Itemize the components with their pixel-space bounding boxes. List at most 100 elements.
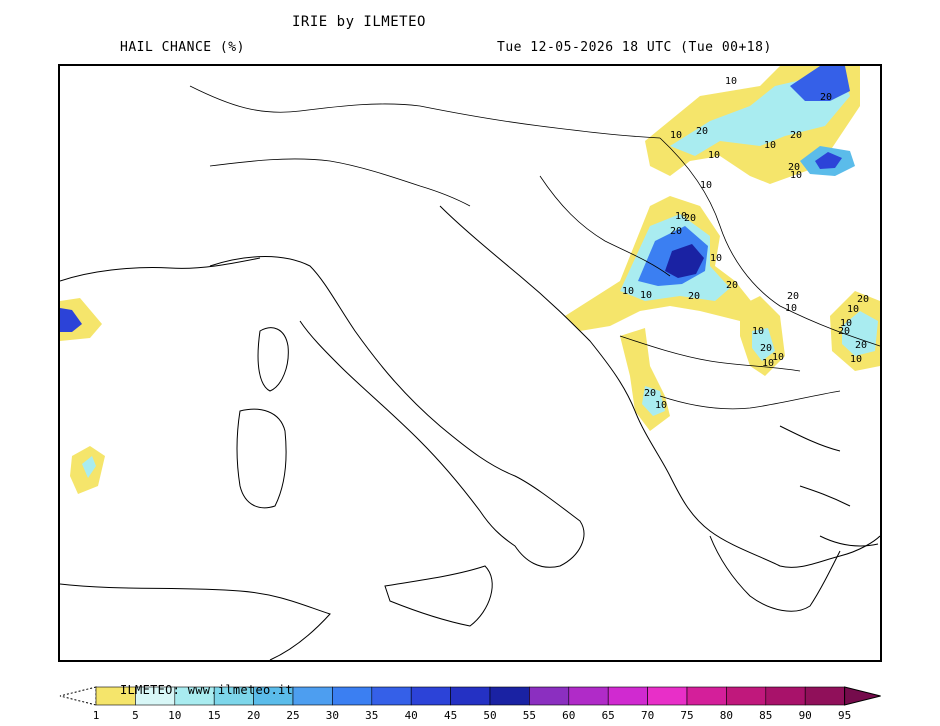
- scale-tick-label: 80: [720, 709, 733, 722]
- scale-bin: [765, 686, 806, 706]
- contour-label: 20: [787, 291, 799, 302]
- contour-label: 10: [700, 180, 712, 191]
- coastline-france: [60, 257, 261, 282]
- hail-field-albania-cyan: [642, 386, 665, 416]
- coastline-balkans: [439, 205, 880, 568]
- scale-tick-label: 65: [602, 709, 615, 722]
- contour-label: 10: [725, 76, 737, 87]
- contour-label: 10: [710, 253, 722, 264]
- scale-tick-label: 60: [562, 709, 575, 722]
- coastline-corsica: [257, 327, 289, 392]
- scale-tick-label: 5: [132, 709, 139, 722]
- hail-field-balkans-dark: [665, 244, 704, 278]
- scale-bin: [686, 686, 727, 706]
- scale-tick-label: 35: [365, 709, 378, 722]
- scale-tick-label: 1: [93, 709, 100, 722]
- scale-bin: [529, 686, 570, 706]
- scale-bin: [568, 686, 609, 706]
- contour-label: 20: [855, 340, 867, 351]
- scale-bin: [489, 686, 530, 706]
- border-east: [659, 137, 880, 347]
- contour-labels: 10 20 10 20 10 20 10 20 10 10 20 10 20 1…: [622, 76, 869, 411]
- scale-bin: [647, 686, 688, 706]
- contour-label: 10: [675, 211, 687, 222]
- scale-tick-label: 85: [759, 709, 772, 722]
- scale-arrow-left: [59, 686, 97, 706]
- contour-label: 20: [788, 162, 800, 173]
- contour-label: 10: [764, 140, 776, 151]
- scale-bin: [607, 686, 648, 706]
- valid-time-label: Tue 12-05-2026 18 UTC (Tue 00+18): [497, 40, 772, 55]
- contour-label: 10: [850, 354, 862, 365]
- map-svg: 10 20 10 20 10 20 10 20 10 10 20 10 20 1…: [60, 66, 880, 660]
- coastline-sardinia: [236, 408, 287, 509]
- scale-tick-label: 70: [641, 709, 654, 722]
- contour-label: 10: [790, 170, 802, 181]
- hail-field-north-blue: [790, 66, 850, 101]
- scale-bin: [410, 686, 451, 706]
- coastline: [60, 205, 880, 660]
- coastline-greece: [709, 535, 841, 612]
- variable-label: HAIL CHANCE (%): [120, 40, 245, 55]
- scale-bin: [450, 686, 491, 706]
- scale-bin: [371, 686, 412, 706]
- contour-label: 20: [838, 326, 850, 337]
- scale-bin: [804, 686, 845, 706]
- contour-label: 10: [622, 286, 634, 297]
- contour-label: 10: [655, 400, 667, 411]
- contour-label: 10: [772, 352, 784, 363]
- contour-label: 20: [696, 126, 708, 137]
- map-panel: 10 20 10 20 10 20 10 20 10 10 20 10 20 1…: [58, 64, 882, 662]
- hail-fields: [60, 66, 880, 494]
- scale-bin: [332, 686, 373, 706]
- hail-field-west2-cyan: [82, 456, 96, 478]
- hail-field-bulgaria-cyan: [752, 328, 775, 361]
- border-alps: [209, 158, 471, 207]
- scale-tick-label: 45: [444, 709, 457, 722]
- contour-label: 20: [684, 213, 696, 224]
- chart-title: IRIE by ILMETEO: [292, 14, 426, 30]
- scale-tick-label: 25: [286, 709, 299, 722]
- contour-label: 10: [785, 303, 797, 314]
- scale-tick-label: 15: [208, 709, 221, 722]
- coastline-sicily: [384, 565, 493, 627]
- coastline-aegean: [779, 425, 879, 547]
- hail-field-west-blue: [60, 308, 82, 332]
- contour-label: 10: [847, 304, 859, 315]
- contour-label: 20: [820, 92, 832, 103]
- scale-tick-label: 20: [247, 709, 260, 722]
- border-greece: [659, 390, 841, 410]
- coastline-africa: [60, 583, 331, 660]
- color-scale-ticks: 1 5 10 15 20 25 30 35 40 45 50 55 60 65 70 75 80 85 90 95: [93, 709, 852, 722]
- hail-field-east-cyan: [842, 311, 878, 356]
- scale-tick-label: 95: [838, 709, 851, 722]
- scale-tick-label: 75: [680, 709, 693, 722]
- contour-label: 10: [752, 326, 764, 337]
- scale-bin: [292, 686, 333, 706]
- contour-label: 10: [708, 150, 720, 161]
- color-scale-legend: 1 5 10 15 20 25 30 35 40 45 50 55 60 65 70 75 80 85 90 95: [59, 686, 881, 722]
- contour-label: 20: [760, 343, 772, 354]
- country-borders: [189, 85, 880, 410]
- contour-label: 20: [644, 388, 656, 399]
- hail-field-north2-dark: [815, 152, 842, 169]
- scale-bin: [726, 686, 767, 706]
- border-central: [189, 85, 661, 139]
- contour-label: 10: [640, 290, 652, 301]
- scale-tick-label: 55: [523, 709, 536, 722]
- contour-label: 20: [688, 291, 700, 302]
- color-scale-bar: [59, 686, 881, 706]
- scale-tick-label: 50: [483, 709, 496, 722]
- contour-label: 20: [726, 280, 738, 291]
- scale-tick-label: 40: [405, 709, 418, 722]
- scale-tick-label: 30: [326, 709, 339, 722]
- contour-label: 20: [790, 130, 802, 141]
- contour-label: 10: [762, 358, 774, 369]
- scale-arrow-right: [844, 686, 881, 706]
- contour-label: 10: [840, 318, 852, 329]
- scale-tick-label: 10: [168, 709, 181, 722]
- contour-label: 10: [670, 130, 682, 141]
- border-balkans: [539, 175, 801, 372]
- credit-label: ILMETEO: www.ilmeteo.it: [120, 683, 294, 697]
- hail-field-albania-yellow: [620, 328, 670, 431]
